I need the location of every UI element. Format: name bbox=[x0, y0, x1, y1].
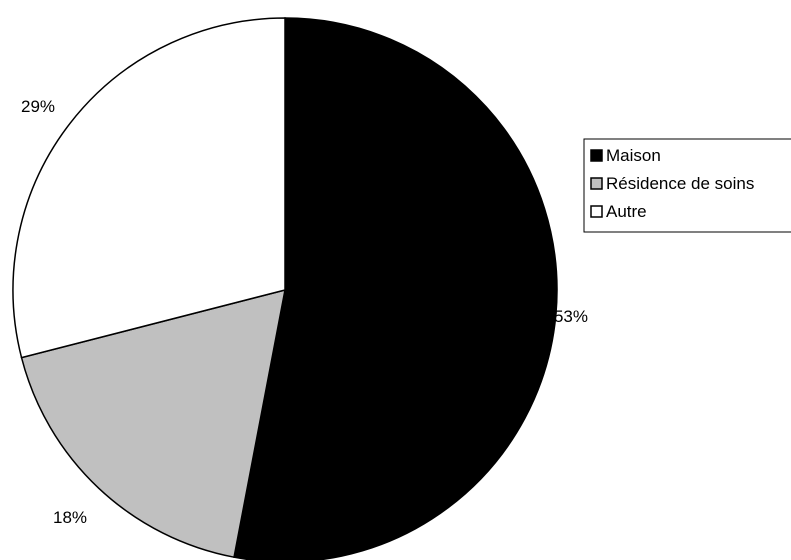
data-label-residence-de-soins: 18% bbox=[53, 508, 87, 527]
pie-slices bbox=[12, 17, 558, 560]
legend-swatch-residence-de-soins bbox=[590, 177, 603, 190]
data-labels: 53% 18% 29% bbox=[21, 97, 588, 527]
pie-slice-autre bbox=[12, 17, 286, 359]
legend-swatch-autre bbox=[590, 205, 603, 218]
pie-slice-residence-de-soins bbox=[20, 288, 286, 559]
legend-label-autre: Autre bbox=[606, 202, 647, 221]
data-label-autre: 29% bbox=[21, 97, 55, 116]
data-label-maison: 53% bbox=[554, 307, 588, 326]
legend-frame bbox=[583, 138, 791, 233]
pie-slice-maison bbox=[233, 17, 558, 560]
legend-label-residence-de-soins: Résidence de soins bbox=[606, 174, 754, 193]
legend-label-maison: Maison bbox=[606, 146, 661, 165]
legend-swatch-maison bbox=[590, 149, 603, 162]
legend: Maison Résidence de soins Autre bbox=[583, 138, 791, 233]
